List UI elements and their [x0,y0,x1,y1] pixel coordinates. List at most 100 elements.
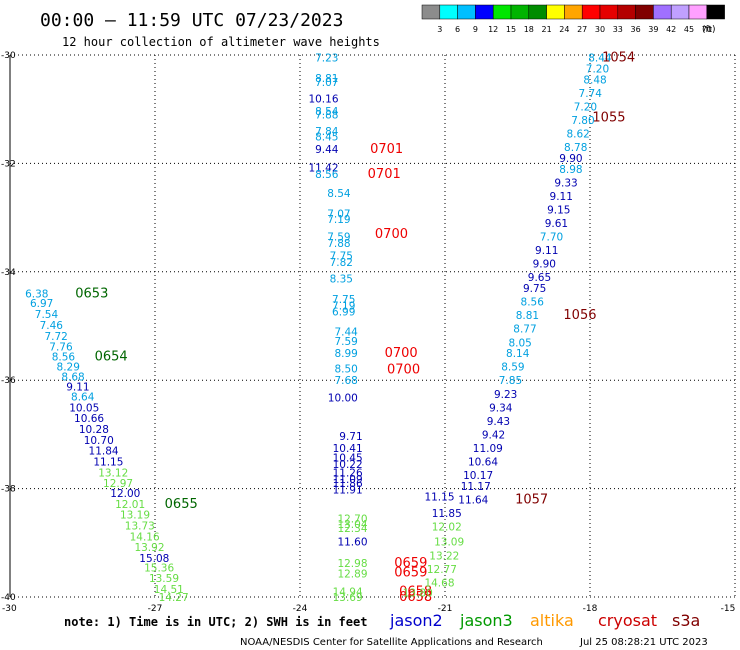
wave-height-label: 15.08 [139,553,169,565]
colorbar-tick: 15 [506,25,516,34]
satellite-s3a: s3a [672,611,700,630]
colorbar-swatch [635,4,654,20]
colorbar: 3 6 9 12 15 18 21 24 27 30 33 36 39 42 45 70 [421,4,725,34]
wave-height-label: 11.42 [308,163,338,175]
time-label: 1054 [602,51,635,66]
wave-height-label: 7.59 [334,336,357,348]
wave-height-label: 11.17 [461,481,491,493]
colorbar-swatch [670,4,690,20]
wave-height-label: 12.00 [110,488,140,500]
colorbar-tick: 33 [613,25,623,34]
wave-height-label: 8.54 [315,106,339,118]
colorbar-tick: 27 [577,25,587,34]
wave-height-label: 11.09 [333,474,363,486]
x-tick-label: -27 [148,604,163,614]
wave-height-label: 7.85 [499,375,522,387]
wave-height-label: 10.41 [333,443,363,455]
wave-height-label: 9.90 [559,153,582,165]
wave-height-label: 7.20 [574,101,597,113]
satellite-jason3: jason3 [459,611,513,630]
wave-height-label: 12.98 [337,558,367,570]
wave-height-label: 9.44 [315,144,339,156]
wave-height-label: 7.07 [327,208,350,220]
colorbar-swatch [421,4,441,20]
wave-height-label: 11.84 [89,446,119,458]
wave-height-label: 7.07 [315,77,338,89]
wave-height-label: 8.56 [315,169,339,181]
colorbar-swatch [564,4,583,20]
wave-height-label: 14.51 [154,584,184,596]
x-tick-label: -15 [721,604,736,614]
wave-height-label: 10.05 [69,402,99,414]
wave-height-label: 7.72 [44,331,67,343]
wave-height-label: 13.92 [134,542,164,554]
wave-height-label: 7.19 [332,300,355,312]
time-label: 1056 [563,308,596,323]
chart-subtitle: 12 hour collection of altimeter wave hei… [62,35,380,49]
wave-height-label: 8.29 [57,362,80,374]
wave-height-label: 7.88 [315,110,338,122]
wave-height-label: 12.77 [427,564,457,576]
wave-height-label: 10.45 [333,453,363,465]
y-tick-label: -34 [1,268,16,278]
colorbar-tick: 24 [559,25,569,34]
wave-height-label: 9.23 [494,389,517,401]
wave-height-label: 11.15 [424,492,454,504]
wave-height-label: 12.02 [432,522,462,534]
wave-height-label: 14.94 [333,587,363,599]
wave-height-label: 8.99 [334,348,357,360]
wave-height-label: 7.23 [315,53,338,65]
y-tick-label: -32 [1,159,16,169]
y-tick-label: -36 [1,376,16,386]
y-tick-label: -40 [1,593,16,603]
colorbar-swatch [599,4,619,20]
wave-height-label: 8.81 [516,310,539,322]
x-tick-label: -21 [438,604,453,614]
colorbar-unit: (ft) [702,25,716,35]
wave-height-label: 8.56 [52,351,76,363]
wave-height-label: 9.61 [545,218,568,230]
colorbar-tick: 12 [488,25,498,34]
colorbar-swatch [510,4,530,20]
wave-height-label: 10.17 [463,470,493,482]
colorbar-tick: 3 [437,25,442,34]
wave-height-label: 8.68 [61,371,84,383]
wave-height-label: 7.76 [49,342,73,354]
wave-height-label: 10.64 [468,457,498,469]
colorbar-tick: 70 [702,25,712,34]
colorbar-swatch [581,4,601,20]
wave-height-label: 13.73 [125,520,155,532]
wave-height-label: 10.70 [84,435,114,447]
wave-height-label: 12.97 [103,478,133,490]
time-label: 0653 [75,286,108,301]
time-label: 0659 [394,566,427,581]
colorbar-swatch [475,4,494,20]
wave-height-label: 13.19 [120,510,150,522]
wave-height-label: 13.09 [434,537,464,549]
x-tick-label: -24 [293,604,308,614]
wave-height-label: 10.22 [333,459,363,471]
wave-height-label: 13.69 [333,592,363,604]
wave-height-label: 7.84 [315,126,339,138]
wave-height-label: 8.05 [508,337,531,349]
wave-height-label: 15.36 [144,563,174,575]
time-label: 1055 [592,110,625,125]
satellite-jason2: jason2 [389,611,443,630]
footer-credit: NOAA/NESDIS Center for Satellite Applica… [240,637,543,648]
wave-height-label: 8.50 [334,363,357,375]
time-label: 0658 [399,585,432,600]
wave-height-label: 7.88 [327,238,350,250]
wave-height-label: 11.91 [333,485,363,497]
wave-height-label: 8.78 [564,142,587,154]
time-label: 0701 [370,142,403,157]
colorbar-tick: 6 [455,25,460,34]
time-label: 0655 [165,497,198,512]
wave-height-label: 12.34 [337,523,367,535]
wave-height-label: 11.64 [458,494,488,506]
colorbar-swatch [653,4,672,20]
wave-height-label: 7.44 [334,326,358,338]
grid [10,54,736,598]
wave-height-label: 7.80 [571,115,594,127]
colorbar-swatch [439,4,458,20]
axis-ticks: -30 -27 -24 -21 -18 -15 -30 -32 -34 -36 -38 -40 [1,51,735,614]
